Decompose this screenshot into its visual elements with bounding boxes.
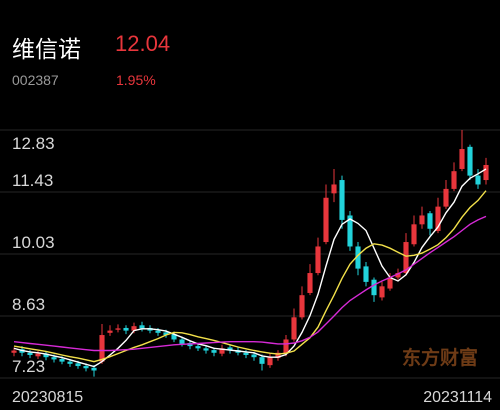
candle-body (427, 213, 433, 229)
candle-body (475, 175, 481, 185)
candle-body (355, 246, 361, 269)
candle-body (371, 279, 377, 296)
moving-average-line (13, 215, 487, 352)
candle-body (163, 332, 169, 336)
candle-body (451, 171, 457, 189)
candle-body (251, 354, 257, 358)
x-tick-label: 20231114 (423, 389, 492, 406)
candle-body (395, 273, 401, 278)
candle-body (299, 295, 305, 318)
candle-body (483, 164, 489, 181)
y-tick-label: 10.03 (12, 233, 55, 252)
candle-body (403, 242, 409, 274)
stock-price: 12.04 (115, 31, 171, 56)
candle-body (35, 353, 41, 357)
y-tick-label: 12.83 (12, 134, 55, 153)
candle-body (51, 357, 57, 360)
candle-body (75, 363, 81, 367)
y-tick-label: 11.43 (12, 171, 53, 190)
candle-body (219, 348, 225, 354)
stock-name: 维信诺 (12, 37, 81, 63)
stock-change: 1.95% (116, 72, 156, 88)
candle-body (91, 367, 97, 371)
candle-body (203, 348, 209, 351)
candle-body (323, 197, 329, 243)
candle-body (291, 317, 297, 340)
candle-body (59, 358, 65, 362)
candle-body (419, 215, 425, 225)
candle-body (443, 188, 449, 207)
candle-body (115, 328, 121, 330)
candle-body (179, 339, 185, 344)
candle-body (11, 350, 17, 353)
candle-body (411, 224, 417, 245)
candle-body (27, 352, 33, 355)
candle-body (331, 184, 337, 194)
candle-body (379, 286, 385, 298)
candle-body (339, 180, 345, 220)
candle-body (99, 335, 105, 362)
candle-body (347, 215, 353, 247)
stock-code: 002387 (12, 72, 59, 88)
candle-body (123, 327, 129, 331)
candle-body (171, 334, 177, 340)
candle-body (435, 206, 441, 231)
x-tick-label: 20230815 (12, 389, 83, 406)
candle-body (211, 350, 217, 353)
candle-body (267, 357, 273, 366)
moving-average-line (13, 190, 487, 363)
candle-body (315, 246, 321, 274)
candle-body (155, 330, 161, 333)
watermark: 东方财富 (402, 346, 478, 369)
candle-body (243, 352, 249, 355)
candle-body (283, 339, 289, 354)
candle-body (467, 146, 473, 176)
candle-body (259, 357, 265, 364)
moving-average-line (13, 168, 487, 368)
candle-body (43, 353, 49, 358)
candle-body (387, 277, 393, 289)
candle-body (139, 325, 145, 329)
candle-body (275, 352, 281, 359)
candle-body (195, 346, 201, 349)
candle-body (107, 330, 113, 333)
candle-body (67, 361, 73, 364)
y-tick-label: 7.23 (12, 357, 45, 376)
candle-body (131, 326, 137, 331)
candle-body (307, 273, 313, 293)
y-tick-label: 8.63 (12, 295, 45, 314)
candle-body (227, 347, 233, 351)
candle-body (459, 149, 465, 169)
candle-body (363, 266, 369, 282)
candle-body (83, 366, 89, 369)
